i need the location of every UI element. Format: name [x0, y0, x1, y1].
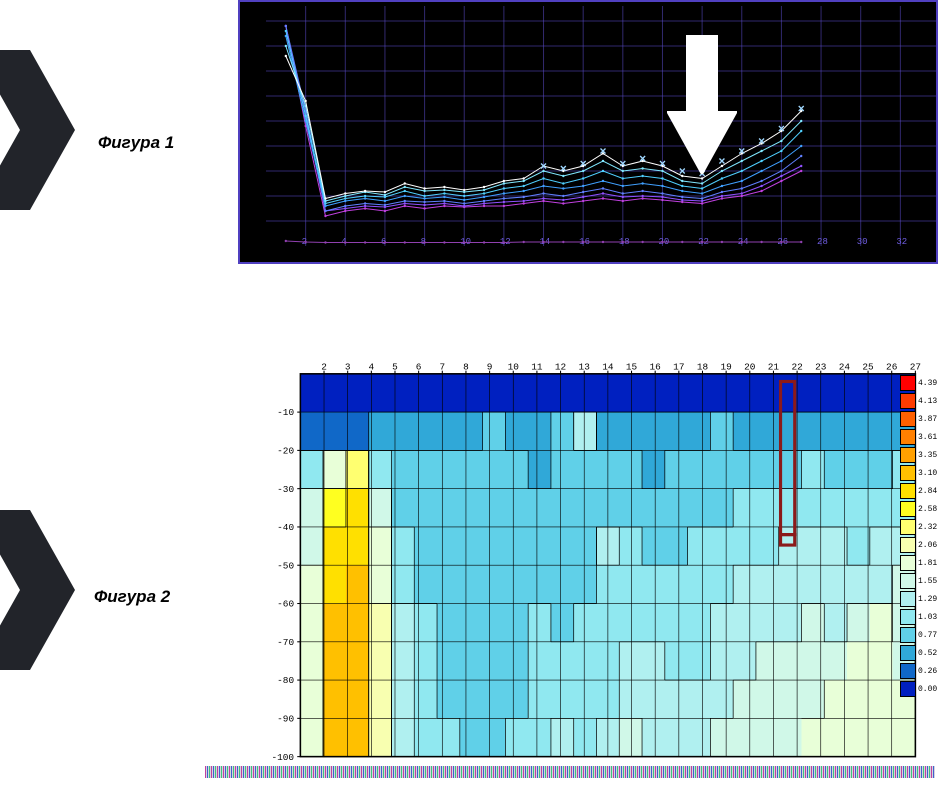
svg-text:-60: -60 [277, 599, 294, 610]
legend-item: 0.77 [900, 626, 940, 644]
legend-swatch [900, 663, 916, 679]
legend-item: 3.61 [900, 428, 940, 446]
legend-value: 3.10 [916, 469, 937, 478]
svg-text:-20: -20 [277, 446, 294, 457]
legend-value: 2.06 [916, 541, 937, 550]
legend-item: 0.26 [900, 662, 940, 680]
chart1-plot: 0.71.52.42.94.42468101214161820222426283… [266, 6, 938, 246]
legend-swatch [900, 411, 916, 427]
svg-text:28: 28 [817, 237, 828, 246]
legend-item: 3.87 [900, 410, 940, 428]
legend-swatch [900, 591, 916, 607]
svg-text:-80: -80 [277, 675, 294, 686]
legend-value: 0.26 [916, 667, 937, 676]
legend-value: 2.58 [916, 505, 937, 514]
legend-item: 2.06 [900, 536, 940, 554]
svg-text:-50: -50 [277, 560, 294, 571]
svg-text:-90: -90 [277, 713, 294, 724]
legend-swatch [900, 519, 916, 535]
legend-value: 2.84 [916, 487, 937, 496]
svg-text:12: 12 [500, 237, 511, 246]
legend-item: 2.58 [900, 500, 940, 518]
legend-swatch [900, 429, 916, 445]
noise-band [205, 765, 935, 777]
legend-value: 3.61 [916, 433, 937, 442]
legend-swatch [900, 537, 916, 553]
svg-text:-30: -30 [277, 484, 294, 495]
legend-swatch [900, 645, 916, 661]
chart1-frame: 0.71.52.42.94.42468101214161820222426283… [238, 0, 938, 264]
legend-item: 3.10 [900, 464, 940, 482]
legend-value: 1.55 [916, 577, 937, 586]
legend-item: 1.29 [900, 590, 940, 608]
legend-swatch [900, 501, 916, 517]
legend-swatch [900, 447, 916, 463]
svg-text:30: 30 [857, 237, 868, 246]
legend-value: 0.00 [916, 685, 937, 694]
legend-swatch [900, 681, 916, 697]
legend-value: 1.81 [916, 559, 937, 568]
legend-item: 4.13 [900, 392, 940, 410]
legend-item: 0.52 [900, 644, 940, 662]
svg-text:34: 34 [936, 237, 938, 246]
legend-swatch [900, 393, 916, 409]
svg-text:-10: -10 [277, 407, 294, 418]
legend-swatch [900, 627, 916, 643]
legend-item: 3.35 [900, 446, 940, 464]
chart2-frame: 2345678910111213141516171819202122232425… [238, 355, 938, 765]
decor-arrow-1 [0, 50, 80, 210]
legend-swatch [900, 465, 916, 481]
figure1-label: Фигура 1 [98, 133, 174, 153]
figure2-label: Фигура 2 [94, 587, 170, 607]
legend-item: 0.00 [900, 680, 940, 698]
legend-value: 0.77 [916, 631, 937, 640]
legend-item: 2.32 [900, 518, 940, 536]
legend-swatch [900, 609, 916, 625]
page: Фигура 1 0.71.52.42.94.42468101214161820… [0, 0, 940, 788]
legend-value: 4.39 [916, 379, 937, 388]
legend-value: 2.32 [916, 523, 937, 532]
legend-item: 1.55 [900, 572, 940, 590]
legend-item: 1.03 [900, 608, 940, 626]
legend-value: 1.03 [916, 613, 937, 622]
svg-text:32: 32 [896, 237, 907, 246]
legend-value: 1.29 [916, 595, 937, 604]
legend-value: 3.35 [916, 451, 937, 460]
legend-item: 2.84 [900, 482, 940, 500]
legend-swatch [900, 555, 916, 571]
chart2-legend: 4.39 4.13 3.87 3.61 3.35 [900, 374, 940, 698]
chart2-plot: 2345678910111213141516171819202122232425… [238, 355, 938, 765]
legend-value: 3.87 [916, 415, 937, 424]
svg-text:-100: -100 [272, 752, 295, 763]
svg-text:-40: -40 [277, 522, 294, 533]
svg-text:10: 10 [460, 237, 471, 246]
legend-item: 1.81 [900, 554, 940, 572]
decor-arrow-2 [0, 510, 80, 670]
legend-swatch [900, 483, 916, 499]
legend-value: 0.52 [916, 649, 937, 658]
legend-value: 4.13 [916, 397, 937, 406]
legend-item: 4.39 [900, 374, 940, 392]
legend-swatch [900, 375, 916, 391]
legend-swatch [900, 573, 916, 589]
svg-text:-70: -70 [277, 637, 294, 648]
